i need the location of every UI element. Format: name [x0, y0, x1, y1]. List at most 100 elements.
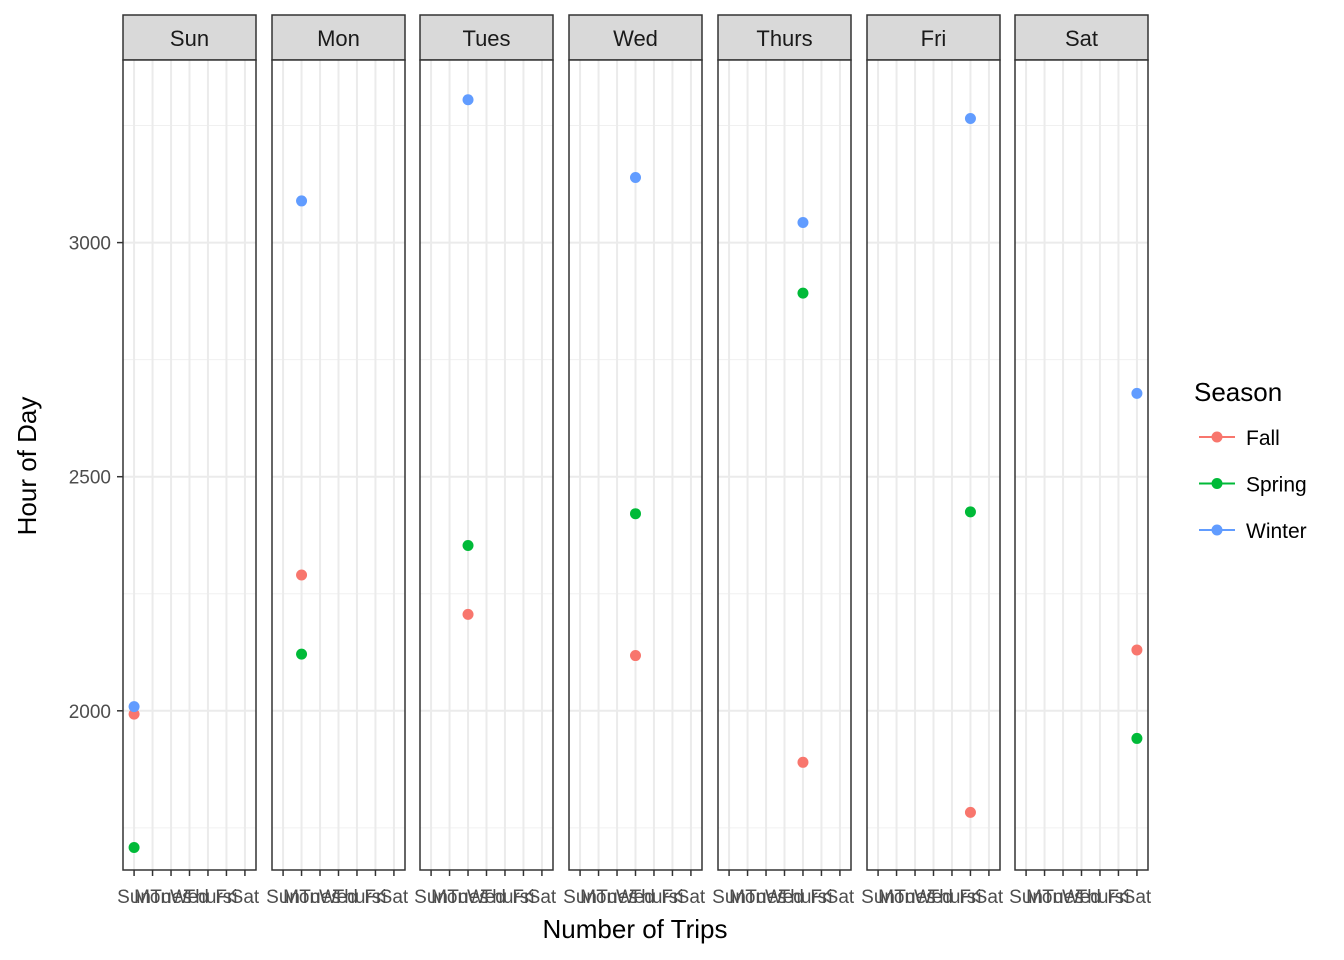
- x-tick-label: Tues: [596, 887, 638, 908]
- x-tick-label: Sun: [861, 887, 895, 908]
- x-tick-label: Mon: [729, 887, 766, 908]
- x-tick-label: Wed: [319, 887, 358, 908]
- data-point-fall: [797, 756, 809, 768]
- data-point-fall: [462, 608, 474, 620]
- legend-item-winter: Winter: [1199, 520, 1307, 543]
- data-point-spring: [797, 287, 809, 299]
- x-tick-label: Thurs: [630, 887, 679, 908]
- legend-title: Season: [1194, 377, 1282, 407]
- data-point-fall: [1131, 644, 1143, 656]
- x-tick-label: Fri: [1107, 887, 1129, 908]
- x-tick-label: Wed: [616, 887, 655, 908]
- x-tick-label: Thurs: [928, 887, 977, 908]
- facet-strip: [866, 14, 1001, 61]
- data-point-spring: [1131, 732, 1143, 744]
- x-tick-label: Tues: [894, 887, 936, 908]
- legend-item-spring: Spring: [1199, 474, 1307, 497]
- legend-item-label: Spring: [1246, 474, 1307, 497]
- data-point-spring: [462, 540, 474, 552]
- data-point-winter: [462, 94, 474, 106]
- legend-item-label: Winter: [1246, 520, 1307, 543]
- x-tick-label: Tues: [447, 887, 489, 908]
- facet-strip-label: Fri: [921, 26, 947, 51]
- facet-strip: [122, 14, 257, 61]
- x-tick-label: Sat: [677, 887, 706, 908]
- x-tick-label: Wed: [765, 887, 804, 908]
- x-tick-label: Sun: [117, 887, 151, 908]
- x-tick-label: Sat: [231, 887, 260, 908]
- y-tick-label: 2500: [69, 468, 111, 489]
- x-tick-label: Thurs: [184, 887, 233, 908]
- y-axis-title: Hour of Day: [12, 397, 42, 536]
- x-tick-label: Wed: [467, 887, 506, 908]
- x-tick-label: Mon: [580, 887, 617, 908]
- x-tick-label: Mon: [431, 887, 468, 908]
- x-tick-label: Sat: [975, 887, 1004, 908]
- x-tick-label: Thurs: [481, 887, 530, 908]
- x-tick-label: Mon: [1026, 887, 1063, 908]
- data-point-fall: [630, 650, 641, 662]
- data-point-spring: [296, 648, 308, 660]
- legend-item-label: Fall: [1246, 427, 1280, 450]
- x-tick-label: Sat: [528, 887, 557, 908]
- x-tick-label: Fri: [661, 887, 683, 908]
- data-point-winter: [964, 113, 976, 125]
- data-point-spring: [964, 506, 976, 518]
- data-point-fall: [296, 569, 308, 581]
- legend-key-point: [1211, 431, 1223, 443]
- x-tick-label: Fri: [810, 887, 832, 908]
- x-tick-label: Thurs: [779, 887, 828, 908]
- x-axis-title: Number of Trips: [543, 914, 728, 944]
- x-tick-label: Sat: [826, 887, 855, 908]
- y-axis: 2000 2500 3000: [69, 234, 123, 723]
- legend-key-point: [1211, 478, 1223, 489]
- x-tick-label: Tues: [299, 887, 341, 908]
- legend: Season Fall Spring Winter: [1194, 377, 1307, 543]
- x-tick-label: Sun: [712, 887, 746, 908]
- legend-key-point: [1211, 524, 1223, 536]
- facet-strip: [568, 14, 703, 61]
- data-point-spring: [630, 508, 641, 520]
- data-point-winter: [797, 216, 809, 228]
- x-tick-label: Sat: [1123, 887, 1152, 908]
- x-tick-label: Sun: [1009, 887, 1043, 908]
- x-tick-label: Sun: [266, 887, 300, 908]
- x-tick-label: Fri: [512, 887, 534, 908]
- x-tick-label: Fri: [215, 887, 237, 908]
- facet-strip-label: Thurs: [756, 26, 812, 51]
- facet-strip-label: Wed: [613, 26, 658, 51]
- data-point-spring: [128, 842, 140, 854]
- data-point-winter: [630, 172, 641, 184]
- facet-panels: SunSunMonTuesWedThursFriSatMonSunMonTues…: [117, 14, 1152, 908]
- y-tick-label: 3000: [69, 234, 111, 255]
- x-tick-label: Sat: [380, 887, 409, 908]
- x-tick-label: Tues: [1042, 887, 1084, 908]
- x-tick-label: Fri: [364, 887, 386, 908]
- x-tick-label: Tues: [150, 887, 192, 908]
- x-tick-label: Mon: [134, 887, 171, 908]
- x-tick-label: Mon: [283, 887, 320, 908]
- x-tick-label: Sun: [414, 887, 448, 908]
- facet-strip: [1014, 14, 1149, 61]
- x-tick-label: Wed: [1062, 887, 1101, 908]
- data-point-winter: [1131, 387, 1143, 399]
- data-point-fall: [964, 806, 976, 818]
- facet-strip-label: Sat: [1065, 26, 1098, 51]
- x-tick-label: Wed: [914, 887, 953, 908]
- x-tick-label: Thurs: [1076, 887, 1125, 908]
- x-tick-label: Mon: [878, 887, 915, 908]
- x-tick-label: Fri: [959, 887, 981, 908]
- x-tick-label: Sun: [563, 887, 597, 908]
- x-tick-label: Wed: [170, 887, 209, 908]
- facet-strip: [271, 14, 406, 61]
- legend-keys: Fall Spring Winter: [1199, 427, 1307, 543]
- y-tick-label: 2000: [69, 702, 111, 723]
- x-tick-label: Tues: [745, 887, 787, 908]
